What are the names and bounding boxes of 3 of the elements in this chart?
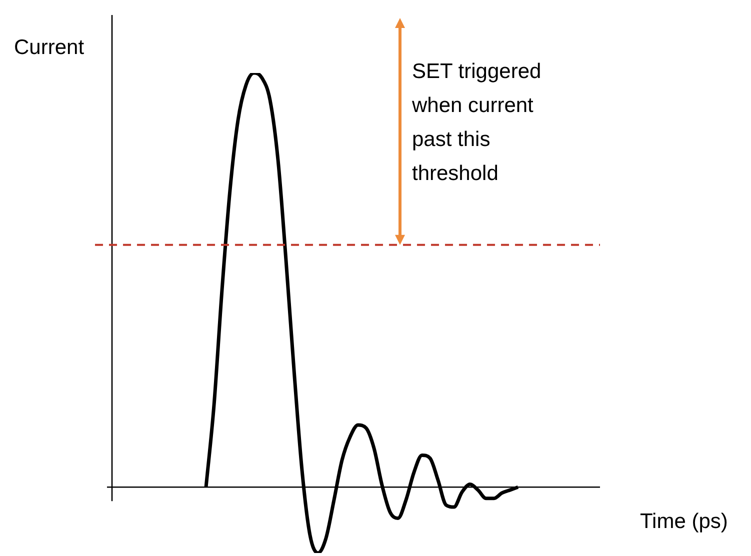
x-axis-title: Time (ps) bbox=[640, 510, 728, 534]
y-axis-title: Current bbox=[14, 36, 84, 60]
annotation: SET triggered when current past this threshold bbox=[412, 59, 542, 187]
